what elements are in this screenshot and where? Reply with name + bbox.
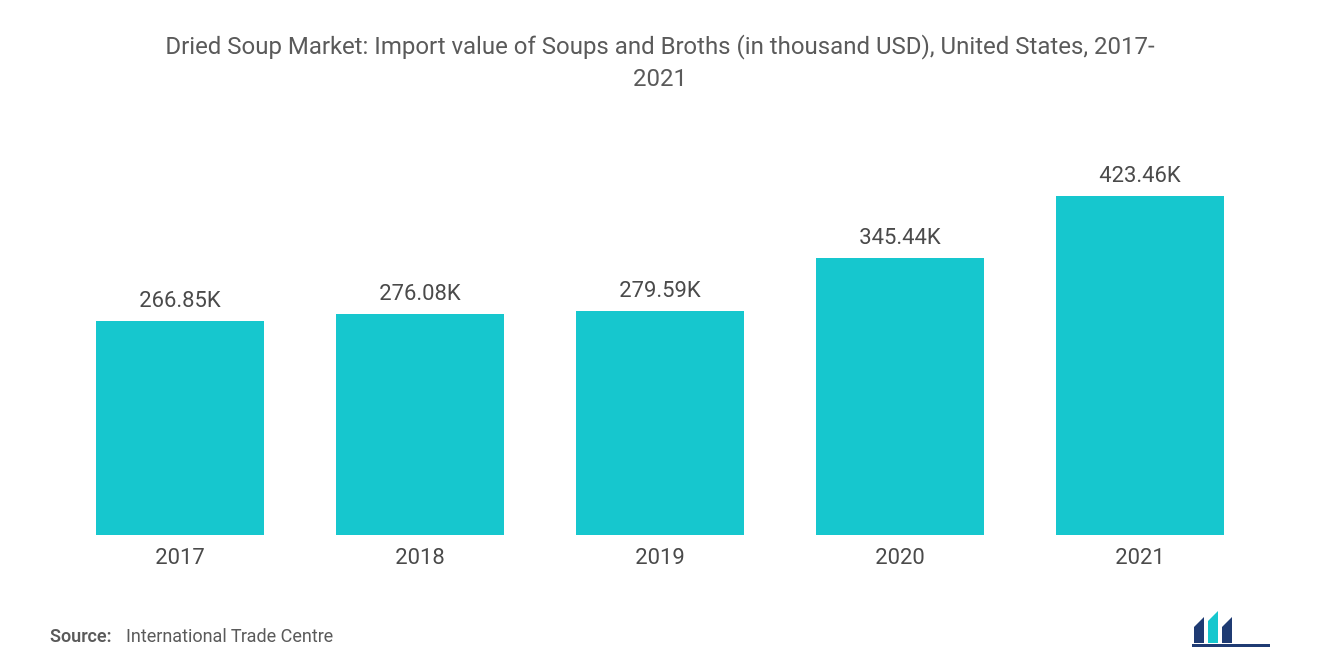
- bar-group: 345.44K: [792, 225, 1008, 534]
- bar-rect: [1056, 196, 1224, 535]
- bar-group: 423.46K: [1032, 163, 1248, 535]
- x-label: 2021: [1032, 545, 1248, 570]
- chart-container: Dried Soup Market: Import value of Soups…: [0, 0, 1320, 665]
- bar-value-label: 423.46K: [1099, 163, 1180, 188]
- logo-bars-icon: [1194, 611, 1232, 643]
- source-label: Source:: [50, 626, 112, 647]
- bar-value-label: 279.59K: [619, 278, 700, 303]
- bar-value-label: 345.44K: [859, 225, 940, 250]
- logo-underline-icon: [1192, 644, 1270, 647]
- bar-rect: [96, 321, 264, 534]
- bar-value-label: 276.08K: [379, 281, 460, 306]
- bar-rect: [336, 314, 504, 535]
- bar-group: 266.85K: [72, 288, 288, 534]
- bar-rect: [816, 258, 984, 534]
- bars-row: 266.85K 276.08K 279.59K 345.44K 423.46K: [40, 135, 1280, 535]
- plot-area: 266.85K 276.08K 279.59K 345.44K 423.46K: [40, 135, 1280, 535]
- brand-logo-icon: [1192, 607, 1270, 647]
- x-label: 2017: [72, 545, 288, 570]
- chart-footer: Source: International Trade Centre: [50, 607, 1270, 647]
- bar-rect: [576, 311, 744, 535]
- x-label: 2018: [312, 545, 528, 570]
- bar-value-label: 266.85K: [139, 288, 220, 313]
- x-label: 2019: [552, 545, 768, 570]
- bar-group: 279.59K: [552, 278, 768, 535]
- bar-group: 276.08K: [312, 281, 528, 535]
- chart-title: Dried Soup Market: Import value of Soups…: [150, 30, 1170, 95]
- x-axis-labels: 2017 2018 2019 2020 2021: [40, 535, 1280, 570]
- x-label: 2020: [792, 545, 1008, 570]
- source-text: International Trade Centre: [126, 626, 333, 647]
- source-citation: Source: International Trade Centre: [50, 626, 333, 647]
